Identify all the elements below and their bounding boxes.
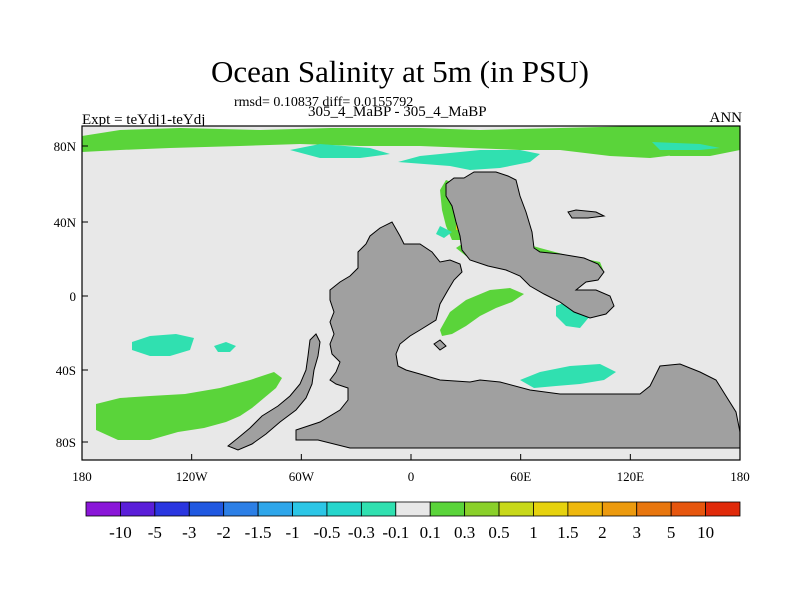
colorbar-swatch [705, 501, 741, 517]
lat-tick-label: 80S [56, 435, 76, 450]
colorbar-swatch [85, 501, 121, 517]
colorbar-label: -2 [217, 523, 231, 542]
colorbar-label: 1.5 [557, 523, 578, 542]
north-sea-patch [436, 226, 452, 238]
colorbar-label: 3 [632, 523, 641, 542]
colorbar-swatch [257, 501, 293, 517]
colorbar-swatch [360, 501, 397, 517]
southern-ocean-patch [520, 364, 616, 388]
colorbar-label: -0.5 [313, 523, 340, 542]
colorbar-label: -0.1 [382, 523, 409, 542]
lon-tick-label: 60W [289, 469, 315, 484]
colorbar-swatch [154, 501, 190, 517]
colorbar: -10 -5 -3 -2 -1.5 -1 -0.5 -0.3 -0.1 0.1 0.3 0.5 1 1.5… [85, 501, 741, 542]
land-masses [227, 171, 741, 451]
colorbar-label: 1 [529, 523, 538, 542]
east-arctic-patch [652, 142, 720, 150]
colorbar-swatch [120, 501, 156, 517]
colorbar-label: 5 [667, 523, 676, 542]
map-panel [81, 125, 741, 461]
southern-pacific-band [96, 372, 282, 440]
east-island [567, 209, 606, 219]
colorbar-label: -1.5 [245, 523, 272, 542]
colorbar-label: 10 [697, 523, 714, 542]
colorbar-swatch [670, 501, 706, 517]
tropical-east-patch [214, 342, 236, 352]
colorbar-label: 0.3 [454, 523, 475, 542]
lon-tick-label: 180 [72, 469, 92, 484]
colorbar-swatch [292, 501, 328, 517]
lat-tick-label: 0 [70, 289, 77, 304]
colorbar-label: -0.3 [348, 523, 375, 542]
north-central-patch [398, 150, 540, 170]
colorbar-label: 2 [598, 523, 607, 542]
arctic-north-band [82, 126, 740, 158]
lon-tick-label: 0 [408, 469, 415, 484]
colorbar-swatch [395, 501, 431, 517]
colorbar-swatch [636, 501, 672, 517]
colorbar-swatch [601, 501, 638, 517]
lon-tick-label: 120E [617, 469, 645, 484]
lat-tick-label: 80N [54, 139, 77, 154]
lon-tick-label: 120W [176, 469, 209, 484]
lon-tick-label: 180 [730, 469, 750, 484]
lat-tick-label: 40S [56, 363, 76, 378]
colorbar-label: -3 [182, 523, 196, 542]
lon-tick-label: 60E [510, 469, 531, 484]
colorbar-label: -5 [148, 523, 162, 542]
colorbar-swatch [223, 501, 259, 517]
colorbar-swatch [429, 501, 466, 517]
northern-block [445, 171, 615, 319]
experiment-label: Expt = teYdj1-teYdj [82, 112, 206, 128]
longitude-axis: 180 120W 60W 0 60E 120E 180 [72, 454, 750, 484]
colorbar-swatch [188, 501, 225, 517]
colorbar-label: 0.1 [420, 523, 441, 542]
colorbar-swatch [567, 501, 603, 517]
season-label: ANN [709, 110, 743, 126]
southwest-peninsula [227, 333, 321, 451]
latitude-axis: 80N 40N 0 40S 80S [54, 139, 88, 450]
colorbar-swatch [533, 501, 569, 517]
north-pacific-patch [290, 144, 390, 158]
colorbar-swatch [326, 501, 362, 517]
tiny-island [433, 339, 447, 351]
rmsd-diff-stats: rmsd= 0.10837 diff= 0.0155792 [234, 95, 414, 110]
colorbar-swatch [464, 501, 500, 517]
case-label: 305_4_MaBP - 305_4_MaBP [308, 104, 487, 120]
south-atlantic-tongue [440, 288, 524, 336]
colorbar-label: 0.5 [488, 523, 509, 542]
colorbar-label: -1 [285, 523, 299, 542]
lat-tick-label: 40N [54, 215, 77, 230]
map-title: Ocean Salinity at 5m (in PSU) [211, 54, 589, 89]
colorbar-swatch [498, 501, 534, 517]
pacific-east-patch [132, 334, 194, 356]
main-continent [295, 221, 741, 449]
colorbar-label: -10 [109, 523, 132, 542]
